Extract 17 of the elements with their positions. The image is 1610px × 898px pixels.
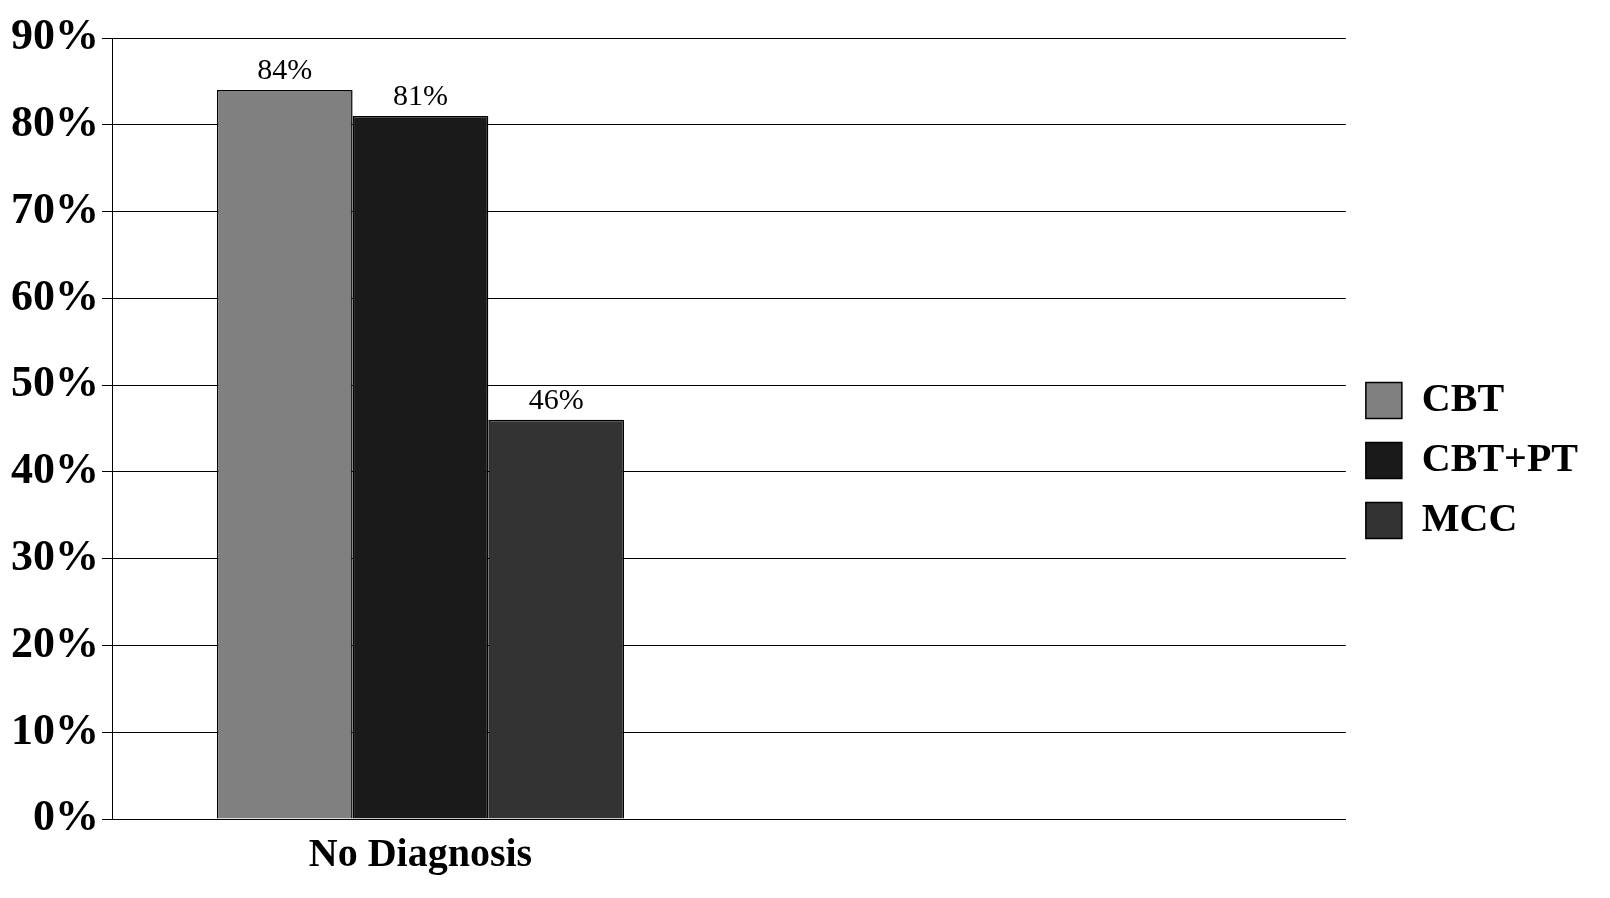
y-tick-label: 50% — [11, 357, 99, 407]
x-tick-label: No Diagnosis — [308, 830, 533, 876]
legend-label: CBT+PT — [1421, 434, 1579, 480]
y-tick-label: 60% — [11, 270, 99, 320]
y-tick-label: 40% — [11, 444, 99, 494]
y-tick-label: 30% — [11, 531, 99, 581]
data-label: 81% — [392, 77, 448, 111]
y-tick-label: 80% — [11, 97, 99, 147]
y-tick-label: 70% — [11, 183, 99, 233]
legend-label: CBT — [1421, 374, 1505, 420]
y-tick-label: 90% — [11, 10, 99, 60]
y-tick-label: 0% — [33, 791, 99, 841]
y-tick-label: 20% — [11, 617, 99, 667]
data-label: 84% — [257, 51, 313, 85]
y-tick-label: 10% — [11, 704, 99, 754]
data-label: 46% — [528, 381, 584, 415]
legend-label: MCC — [1421, 494, 1518, 540]
